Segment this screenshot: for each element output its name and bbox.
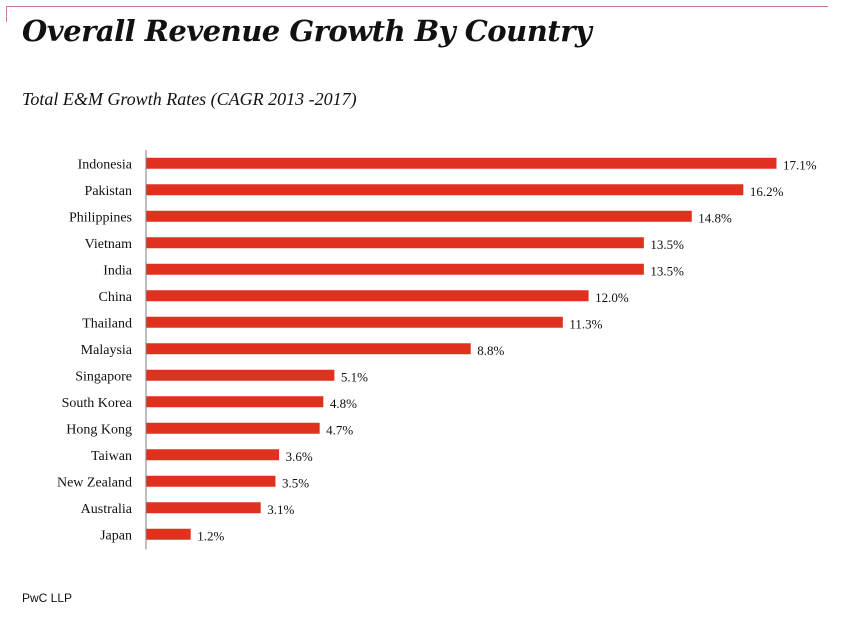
category-label: Malaysia: [81, 343, 133, 358]
data-label: 16.2%: [750, 184, 784, 199]
bar: [146, 210, 692, 222]
bar: [146, 502, 261, 514]
footer-source: PwC LLP: [22, 591, 73, 605]
category-label: Vietnam: [85, 237, 132, 252]
bar: [146, 237, 644, 249]
chart-subtitle: Total E&M Growth Rates (CAGR 2013 -2017): [22, 89, 357, 109]
bar: [146, 528, 191, 540]
frame-left-rule: [6, 6, 7, 22]
data-label: 8.8%: [477, 343, 504, 358]
frame-top-rule: [6, 6, 828, 7]
data-label: 3.1%: [267, 502, 294, 517]
data-label: 17.1%: [783, 157, 817, 172]
data-label: 3.6%: [286, 449, 313, 464]
data-label: 4.7%: [326, 422, 353, 437]
category-label: Indonesia: [78, 157, 133, 172]
category-label: Japan: [100, 528, 132, 543]
category-label: Philippines: [69, 210, 132, 225]
category-label: South Korea: [62, 396, 133, 411]
data-label: 1.2%: [197, 528, 224, 543]
bar: [146, 422, 320, 434]
category-label: Hong Kong: [66, 422, 132, 437]
category-label: India: [103, 263, 133, 278]
bar: [146, 263, 644, 275]
bar: [146, 316, 563, 328]
bar: [146, 396, 324, 408]
data-label: 12.0%: [595, 290, 629, 305]
category-label: Taiwan: [91, 449, 132, 464]
data-label: 4.8%: [330, 396, 357, 411]
bar: [146, 184, 744, 196]
data-label: 13.5%: [650, 263, 684, 278]
category-label: Thailand: [82, 316, 132, 331]
category-label: Singapore: [75, 369, 132, 384]
data-label: 13.5%: [650, 237, 684, 252]
data-label: 14.8%: [698, 210, 732, 225]
chart-title: Overall Revenue Growth By Country: [22, 14, 592, 48]
bar: [146, 475, 276, 487]
category-label: Pakistan: [85, 184, 132, 199]
category-label: Australia: [81, 502, 133, 517]
data-label: 5.1%: [341, 369, 368, 384]
category-label: New Zealand: [57, 475, 132, 490]
bar: [146, 290, 589, 302]
bar: [146, 449, 280, 461]
data-label: 3.5%: [282, 475, 309, 490]
data-label: 11.3%: [569, 316, 602, 331]
category-label: China: [99, 290, 133, 305]
bar: [146, 343, 471, 355]
bar: [146, 157, 777, 169]
bar: [146, 369, 335, 381]
